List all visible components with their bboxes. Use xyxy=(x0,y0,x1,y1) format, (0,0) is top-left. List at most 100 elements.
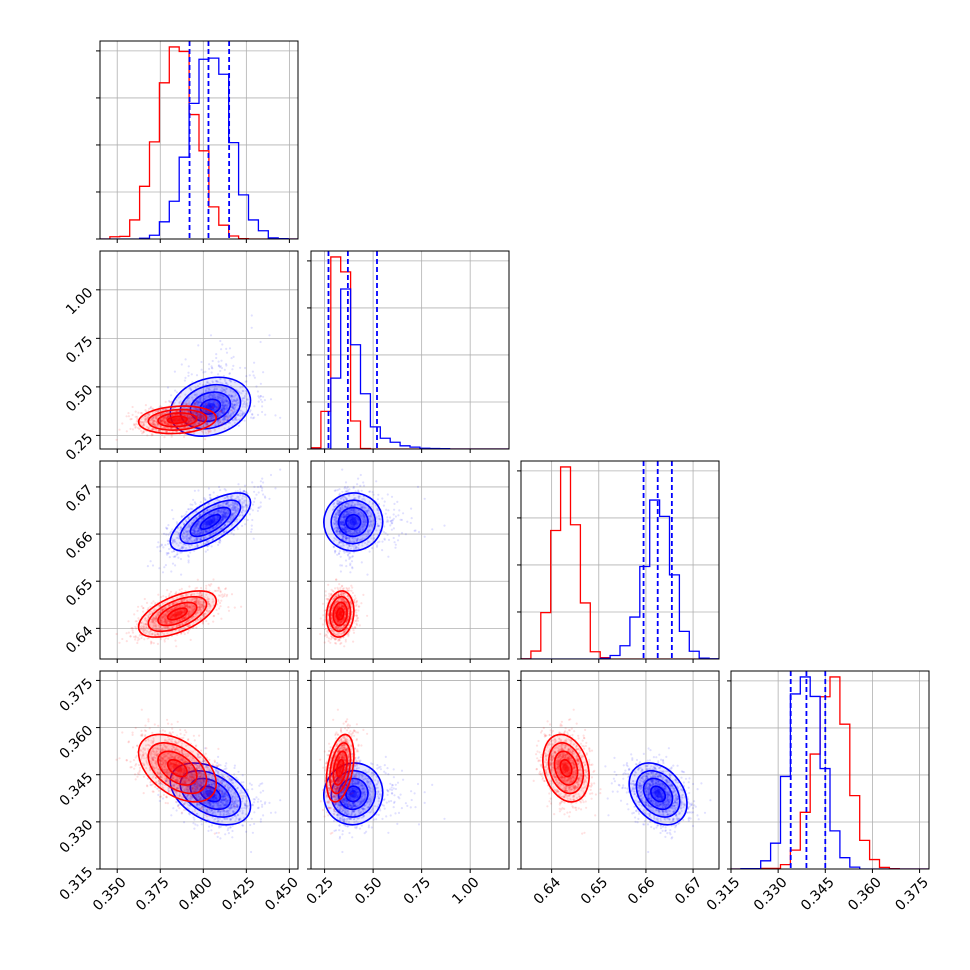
sample-point xyxy=(137,617,140,620)
sample-point xyxy=(220,515,223,518)
sample-point xyxy=(205,525,208,528)
sample-point xyxy=(226,520,229,523)
sample-point xyxy=(203,409,206,412)
sample-point xyxy=(207,404,210,407)
sample-point xyxy=(151,417,154,420)
sample-point xyxy=(223,531,226,534)
sample-point xyxy=(223,399,226,403)
sample-point xyxy=(184,529,187,532)
sample-point xyxy=(160,420,163,423)
sample-point xyxy=(214,396,217,399)
sample-point xyxy=(229,495,232,498)
sample-point xyxy=(261,487,264,490)
sample-point xyxy=(232,407,235,410)
sample-point xyxy=(221,515,224,518)
sample-point xyxy=(203,405,206,408)
sample-point xyxy=(183,435,186,439)
sample-point xyxy=(207,417,210,420)
sample-point xyxy=(234,510,237,513)
sample-point xyxy=(204,410,207,413)
sample-point xyxy=(181,545,184,548)
sample-point xyxy=(213,416,216,419)
sample-point xyxy=(246,506,249,509)
sample-point xyxy=(230,503,233,506)
sample-point xyxy=(173,419,176,422)
sample-point xyxy=(178,427,181,430)
sample-point xyxy=(240,605,243,608)
sample-point xyxy=(189,535,193,538)
sample-point xyxy=(224,404,227,407)
sample-point xyxy=(225,364,228,367)
sample-point xyxy=(203,417,206,420)
sample-point xyxy=(187,397,190,400)
sample-point xyxy=(181,413,184,416)
sample-point xyxy=(199,417,202,420)
contour-line xyxy=(166,415,188,425)
sample-point xyxy=(186,410,189,413)
sample-point xyxy=(196,414,199,417)
sample-point xyxy=(129,635,132,638)
sample-point xyxy=(178,420,181,423)
sample-point xyxy=(233,416,236,419)
sample-point xyxy=(187,371,190,374)
sample-point xyxy=(172,550,176,553)
sample-point xyxy=(221,519,224,522)
sample-point xyxy=(156,410,160,413)
sample-point xyxy=(230,408,233,411)
sample-point xyxy=(198,537,201,540)
sample-point xyxy=(219,339,222,343)
sample-point xyxy=(191,508,194,511)
sample-point xyxy=(202,532,205,535)
sample-point xyxy=(190,417,193,420)
sample-point xyxy=(222,409,225,412)
sample-point xyxy=(177,396,180,399)
sample-point xyxy=(224,489,227,492)
sample-point xyxy=(151,428,154,431)
sample-point xyxy=(209,405,212,408)
sample-point xyxy=(200,414,203,418)
sample-point xyxy=(236,510,239,513)
sample-point xyxy=(161,418,164,421)
sample-point xyxy=(204,531,207,534)
sample-point xyxy=(206,429,209,432)
sample-point xyxy=(216,413,220,416)
sample-point xyxy=(229,422,232,425)
sample-point xyxy=(134,426,137,429)
sample-point xyxy=(232,390,235,394)
sample-point xyxy=(210,417,213,420)
sample-point xyxy=(241,397,245,400)
sample-point xyxy=(236,413,239,416)
sample-point xyxy=(230,394,233,397)
sample-point xyxy=(268,334,271,337)
sample-point xyxy=(211,521,215,524)
sample-point xyxy=(198,416,201,419)
sample-point xyxy=(225,406,228,409)
sample-point xyxy=(227,606,230,609)
sample-point xyxy=(233,381,237,384)
panel-frame xyxy=(99,40,299,240)
sample-point xyxy=(223,509,226,512)
sample-point xyxy=(215,510,218,513)
sample-point xyxy=(212,620,215,623)
sample-point xyxy=(163,416,166,419)
sample-point xyxy=(224,515,227,518)
sample-point xyxy=(199,415,203,418)
sample-point xyxy=(211,405,215,409)
sample-point xyxy=(158,409,161,412)
sample-point xyxy=(200,413,203,416)
sample-point xyxy=(222,418,225,421)
sample-point xyxy=(142,431,145,434)
sample-point xyxy=(241,509,244,512)
sample-point xyxy=(195,525,198,528)
sample-point xyxy=(215,426,218,429)
sample-point xyxy=(218,485,221,489)
sample-point xyxy=(187,538,190,542)
sample-point xyxy=(227,402,230,405)
sample-point xyxy=(232,504,235,507)
sample-point xyxy=(242,390,245,393)
sample-point xyxy=(217,364,220,367)
sample-point xyxy=(196,530,199,534)
sample-point xyxy=(167,415,170,418)
sample-point xyxy=(216,407,219,411)
sample-point xyxy=(209,523,212,526)
